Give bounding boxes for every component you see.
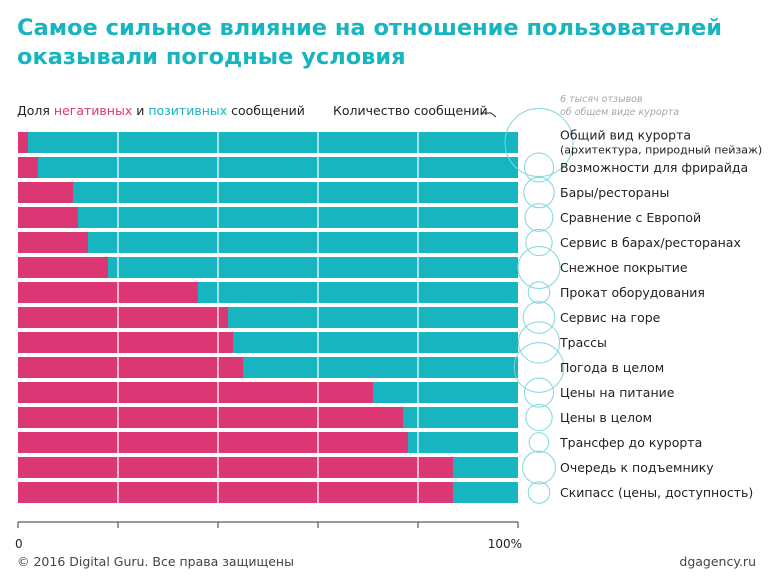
bar-negative	[18, 382, 373, 403]
count-bubble	[523, 152, 555, 183]
category-label: Сервис в барах/ресторанах	[560, 235, 741, 250]
legend-suffix: сообщений	[231, 103, 305, 118]
count-bubble	[524, 203, 554, 232]
count-bubble	[527, 481, 551, 504]
category-label: Снежное покрытие	[560, 260, 688, 275]
bar-positive	[198, 282, 518, 303]
count-bubble	[522, 301, 556, 334]
share-legend: Доля негативных и позитивных сообщений	[17, 103, 305, 118]
category-label: Трансфер до курорта	[559, 435, 702, 450]
bar-negative	[18, 182, 73, 203]
category-label: Очередь к подъемнику	[560, 460, 714, 475]
category-label: Цены на питание	[560, 385, 675, 400]
bar-positive	[28, 132, 518, 153]
bar-positive	[403, 407, 518, 428]
category-label: Погода в целом	[560, 360, 664, 375]
bar-negative	[18, 357, 243, 378]
legend-prefix: Доля	[17, 103, 50, 118]
site-link[interactable]: dgagency.ru	[679, 554, 756, 569]
bar-positive	[108, 257, 518, 278]
bar-negative	[18, 157, 38, 178]
bubble-note-line-2: об общем виде курорта	[560, 107, 680, 118]
category-label: Возможности для фрирайда	[560, 160, 748, 175]
count-bubble	[522, 450, 556, 485]
bar-negative	[18, 407, 403, 428]
bar-negative	[18, 282, 198, 303]
bar-negative	[18, 132, 28, 153]
count-bubble	[525, 228, 553, 257]
bar-positive	[243, 357, 518, 378]
bar-negative	[18, 207, 78, 228]
legend-positive: позитивных	[148, 103, 228, 118]
copyright-text: © 2016 Digital Guru. Все права защищены	[17, 554, 294, 569]
bar-positive	[453, 482, 518, 503]
bar-negative	[18, 307, 228, 328]
category-label: Сравнение с Европой	[560, 210, 701, 225]
bar-negative	[18, 257, 108, 278]
count-bubble	[504, 108, 574, 177]
legend-and: и	[136, 103, 145, 118]
category-label: Общий вид курорта (архитектура, природный…	[560, 128, 762, 157]
count-bubble	[517, 245, 561, 290]
bar-negative	[18, 457, 453, 478]
count-legend-leader	[481, 112, 497, 118]
legend-negative: негативных	[53, 103, 133, 118]
count-bubble	[513, 342, 565, 393]
bar-positive	[88, 232, 518, 253]
count-bubble	[517, 321, 561, 364]
count-bubble	[528, 432, 550, 453]
category-label: Бары/рестораны	[560, 185, 669, 200]
bar-positive	[408, 432, 518, 453]
bar-positive	[373, 382, 518, 403]
chart-title: Самое сильное влияние на отношение польз…	[17, 15, 722, 70]
category-label: Скипасс (цены, доступность)	[560, 485, 753, 500]
bubble-size-note: 6 тысяч отзывов об общем виде курорта	[560, 93, 679, 119]
bar-negative	[18, 332, 233, 353]
count-bubble	[527, 281, 551, 304]
count-bubble	[523, 176, 555, 209]
count-bubble	[525, 403, 553, 432]
bar-positive	[73, 182, 518, 203]
bar-positive	[228, 307, 518, 328]
bubble-note-line-1: 6 тысяч отзывов	[560, 94, 643, 105]
count-bubble	[523, 377, 555, 408]
count-legend: Количество сообщений	[333, 103, 488, 118]
category-label: Цены в целом	[560, 410, 652, 425]
bar-negative	[18, 232, 88, 253]
bar-positive	[78, 207, 518, 228]
category-label: Сервис на горе	[560, 310, 661, 325]
bar-positive	[233, 332, 518, 353]
category-label: Трассы	[559, 335, 607, 350]
bar-positive	[453, 457, 518, 478]
x-tick-label: 0	[15, 537, 23, 551]
bar-positive	[38, 157, 518, 178]
x-tick-label: 100%	[488, 537, 522, 551]
bar-negative	[18, 432, 408, 453]
bar-negative	[18, 482, 453, 503]
category-label: Прокат оборудования	[560, 285, 705, 300]
